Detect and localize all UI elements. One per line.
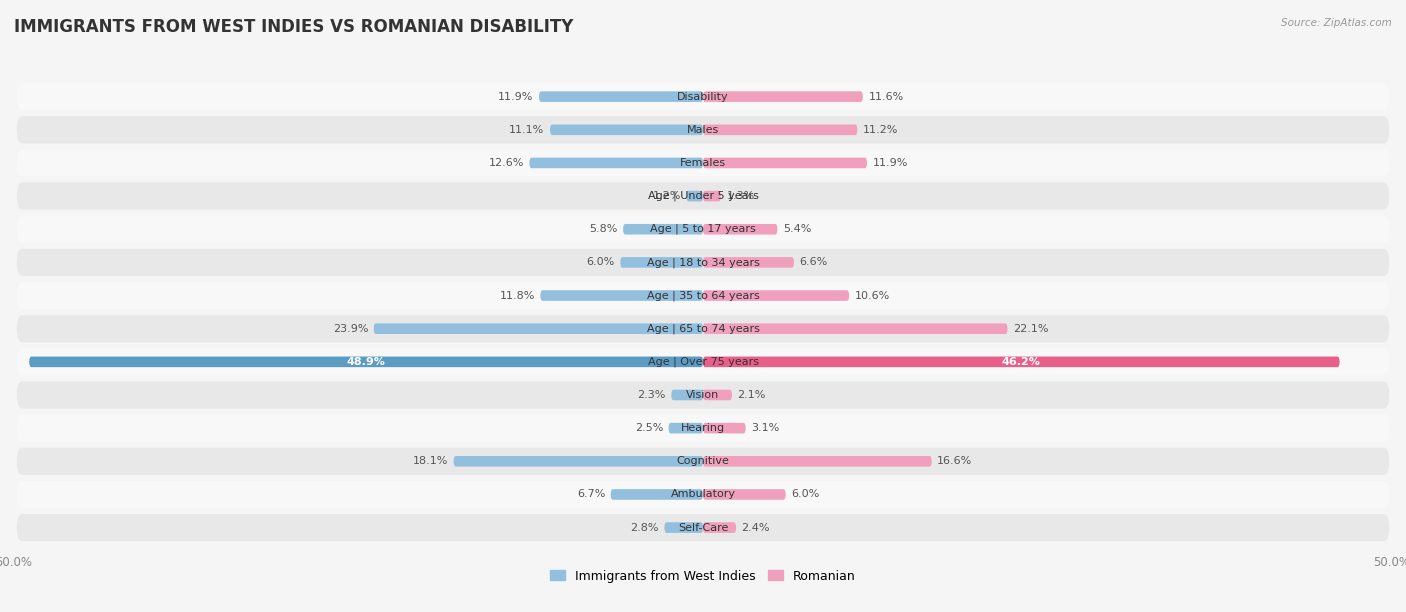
FancyBboxPatch shape (540, 290, 703, 301)
Text: 11.6%: 11.6% (869, 92, 904, 102)
Text: IMMIGRANTS FROM WEST INDIES VS ROMANIAN DISABILITY: IMMIGRANTS FROM WEST INDIES VS ROMANIAN … (14, 18, 574, 36)
Text: Age | Over 75 years: Age | Over 75 years (648, 357, 758, 367)
Text: 5.4%: 5.4% (783, 224, 811, 234)
FancyBboxPatch shape (17, 282, 1389, 309)
Text: 48.9%: 48.9% (347, 357, 385, 367)
FancyBboxPatch shape (17, 149, 1389, 176)
Text: 46.2%: 46.2% (1002, 357, 1040, 367)
FancyBboxPatch shape (671, 390, 703, 400)
Text: Males: Males (688, 125, 718, 135)
Text: Age | 35 to 64 years: Age | 35 to 64 years (647, 290, 759, 300)
Text: 6.7%: 6.7% (576, 490, 605, 499)
FancyBboxPatch shape (17, 381, 1389, 409)
FancyBboxPatch shape (686, 191, 703, 201)
FancyBboxPatch shape (17, 116, 1389, 143)
FancyBboxPatch shape (703, 423, 745, 433)
FancyBboxPatch shape (17, 481, 1389, 508)
Text: 22.1%: 22.1% (1012, 324, 1049, 334)
FancyBboxPatch shape (374, 323, 703, 334)
FancyBboxPatch shape (30, 357, 703, 367)
Text: 6.0%: 6.0% (792, 490, 820, 499)
Text: Age | 18 to 34 years: Age | 18 to 34 years (647, 257, 759, 267)
FancyBboxPatch shape (703, 91, 863, 102)
Text: 5.8%: 5.8% (589, 224, 617, 234)
FancyBboxPatch shape (530, 158, 703, 168)
FancyBboxPatch shape (454, 456, 703, 466)
Text: 11.2%: 11.2% (863, 125, 898, 135)
FancyBboxPatch shape (703, 191, 721, 201)
Text: 6.6%: 6.6% (800, 258, 828, 267)
Text: 2.3%: 2.3% (637, 390, 666, 400)
FancyBboxPatch shape (703, 489, 786, 500)
FancyBboxPatch shape (703, 390, 733, 400)
Text: 11.9%: 11.9% (873, 158, 908, 168)
Text: Hearing: Hearing (681, 423, 725, 433)
FancyBboxPatch shape (17, 348, 1389, 375)
FancyBboxPatch shape (610, 489, 703, 500)
FancyBboxPatch shape (703, 323, 1008, 334)
FancyBboxPatch shape (665, 522, 703, 533)
Text: Vision: Vision (686, 390, 720, 400)
FancyBboxPatch shape (17, 315, 1389, 342)
Text: 1.3%: 1.3% (727, 191, 755, 201)
Text: 11.8%: 11.8% (499, 291, 534, 300)
Legend: Immigrants from West Indies, Romanian: Immigrants from West Indies, Romanian (546, 564, 860, 588)
FancyBboxPatch shape (17, 249, 1389, 276)
Text: 2.4%: 2.4% (741, 523, 770, 532)
Text: 2.8%: 2.8% (630, 523, 659, 532)
Text: Disability: Disability (678, 92, 728, 102)
Text: 11.1%: 11.1% (509, 125, 544, 135)
FancyBboxPatch shape (17, 83, 1389, 110)
FancyBboxPatch shape (703, 224, 778, 234)
FancyBboxPatch shape (538, 91, 703, 102)
FancyBboxPatch shape (17, 448, 1389, 475)
Text: Age | 65 to 74 years: Age | 65 to 74 years (647, 324, 759, 334)
FancyBboxPatch shape (623, 224, 703, 234)
FancyBboxPatch shape (669, 423, 703, 433)
Text: 23.9%: 23.9% (333, 324, 368, 334)
FancyBboxPatch shape (17, 182, 1389, 210)
Text: Source: ZipAtlas.com: Source: ZipAtlas.com (1281, 18, 1392, 28)
Text: Females: Females (681, 158, 725, 168)
Text: 11.9%: 11.9% (498, 92, 533, 102)
Text: 6.0%: 6.0% (586, 258, 614, 267)
Text: Self-Care: Self-Care (678, 523, 728, 532)
Text: Ambulatory: Ambulatory (671, 490, 735, 499)
FancyBboxPatch shape (703, 357, 1340, 367)
FancyBboxPatch shape (17, 215, 1389, 243)
Text: 3.1%: 3.1% (751, 423, 779, 433)
Text: 12.6%: 12.6% (488, 158, 524, 168)
FancyBboxPatch shape (703, 290, 849, 301)
Text: 1.2%: 1.2% (652, 191, 681, 201)
FancyBboxPatch shape (550, 124, 703, 135)
Text: 16.6%: 16.6% (938, 457, 973, 466)
FancyBboxPatch shape (703, 456, 932, 466)
FancyBboxPatch shape (703, 124, 858, 135)
FancyBboxPatch shape (703, 158, 868, 168)
FancyBboxPatch shape (620, 257, 703, 267)
FancyBboxPatch shape (703, 257, 794, 267)
Text: 2.5%: 2.5% (634, 423, 664, 433)
FancyBboxPatch shape (17, 414, 1389, 442)
FancyBboxPatch shape (17, 514, 1389, 541)
Text: 10.6%: 10.6% (855, 291, 890, 300)
Text: 18.1%: 18.1% (413, 457, 449, 466)
FancyBboxPatch shape (703, 522, 737, 533)
Text: 2.1%: 2.1% (738, 390, 766, 400)
Text: Cognitive: Cognitive (676, 457, 730, 466)
Text: Age | Under 5 years: Age | Under 5 years (648, 191, 758, 201)
Text: Age | 5 to 17 years: Age | 5 to 17 years (650, 224, 756, 234)
